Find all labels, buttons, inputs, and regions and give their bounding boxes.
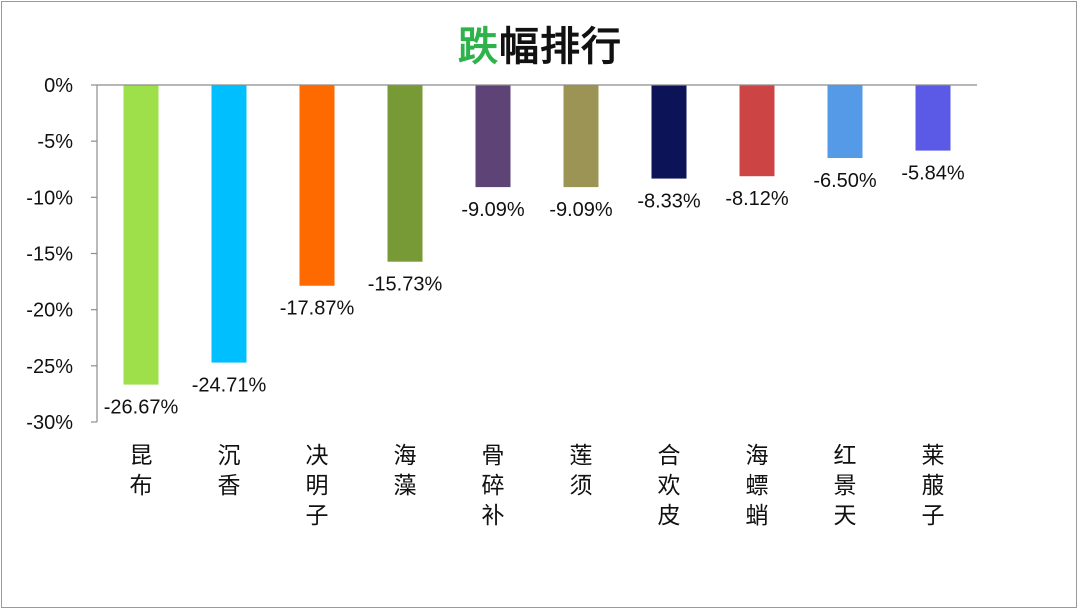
bar bbox=[827, 85, 863, 159]
chart-title: 跌幅排行 bbox=[0, 14, 1080, 72]
y-tick-label: -15% bbox=[26, 244, 73, 266]
category-label-char: 菔 bbox=[922, 473, 945, 499]
category-label-char: 莱 bbox=[922, 443, 945, 469]
data-label: -9.09% bbox=[549, 199, 613, 221]
category-label-char: 天 bbox=[834, 503, 857, 529]
y-tick-label: -20% bbox=[26, 300, 73, 322]
category-label-char: 红 bbox=[834, 443, 857, 469]
category-label-char: 骨 bbox=[482, 443, 505, 469]
category-label-char: 须 bbox=[570, 473, 593, 499]
category-label-char: 合 bbox=[658, 443, 681, 469]
y-tick-label: -5% bbox=[37, 131, 73, 153]
category-label-char: 碎 bbox=[482, 473, 505, 499]
category-label-char: 子 bbox=[922, 503, 945, 529]
category-label-char: 海 bbox=[394, 443, 417, 469]
category-label-char: 景 bbox=[834, 473, 857, 499]
category-label-char: 昆 bbox=[130, 443, 153, 469]
category-label-char: 螵 bbox=[746, 473, 769, 499]
category-label-char: 蛸 bbox=[746, 503, 769, 529]
y-tick-label: -30% bbox=[26, 412, 73, 434]
bar bbox=[563, 85, 599, 188]
category-label-char: 欢 bbox=[658, 473, 681, 499]
bar bbox=[211, 85, 247, 363]
bar bbox=[651, 85, 687, 179]
category-label-char: 子 bbox=[306, 503, 329, 529]
category-label-char: 明 bbox=[306, 473, 329, 499]
data-label: -9.09% bbox=[461, 199, 525, 221]
y-tick-label: -25% bbox=[26, 356, 73, 378]
bar bbox=[915, 85, 951, 151]
y-tick-label: -10% bbox=[26, 187, 73, 209]
category-label-char: 莲 bbox=[570, 443, 593, 469]
bar bbox=[387, 85, 423, 262]
data-label: -8.12% bbox=[725, 188, 789, 210]
chart-title-rest: 幅排行 bbox=[499, 24, 622, 70]
data-label: -17.87% bbox=[280, 298, 355, 320]
category-label-char: 海 bbox=[746, 443, 769, 469]
category-label-char: 决 bbox=[306, 443, 329, 469]
chart-title-highlight: 跌 bbox=[458, 24, 499, 70]
data-label: -6.50% bbox=[813, 170, 877, 192]
category-label-char: 沉 bbox=[218, 443, 241, 469]
category-label-char: 藻 bbox=[394, 473, 417, 499]
data-label: -26.67% bbox=[104, 397, 179, 419]
category-label-char: 补 bbox=[482, 503, 505, 529]
bar bbox=[739, 85, 775, 177]
y-tick-label: 0% bbox=[44, 75, 73, 97]
category-label-char: 香 bbox=[218, 473, 241, 499]
bar bbox=[299, 85, 335, 286]
data-label: -5.84% bbox=[901, 163, 965, 185]
data-label: -8.33% bbox=[637, 191, 701, 213]
category-label-char: 布 bbox=[130, 473, 153, 499]
bar bbox=[123, 85, 159, 385]
data-label: -24.71% bbox=[192, 375, 267, 397]
bar bbox=[475, 85, 511, 188]
data-label: -15.73% bbox=[368, 274, 443, 296]
category-label-char: 皮 bbox=[658, 503, 681, 529]
